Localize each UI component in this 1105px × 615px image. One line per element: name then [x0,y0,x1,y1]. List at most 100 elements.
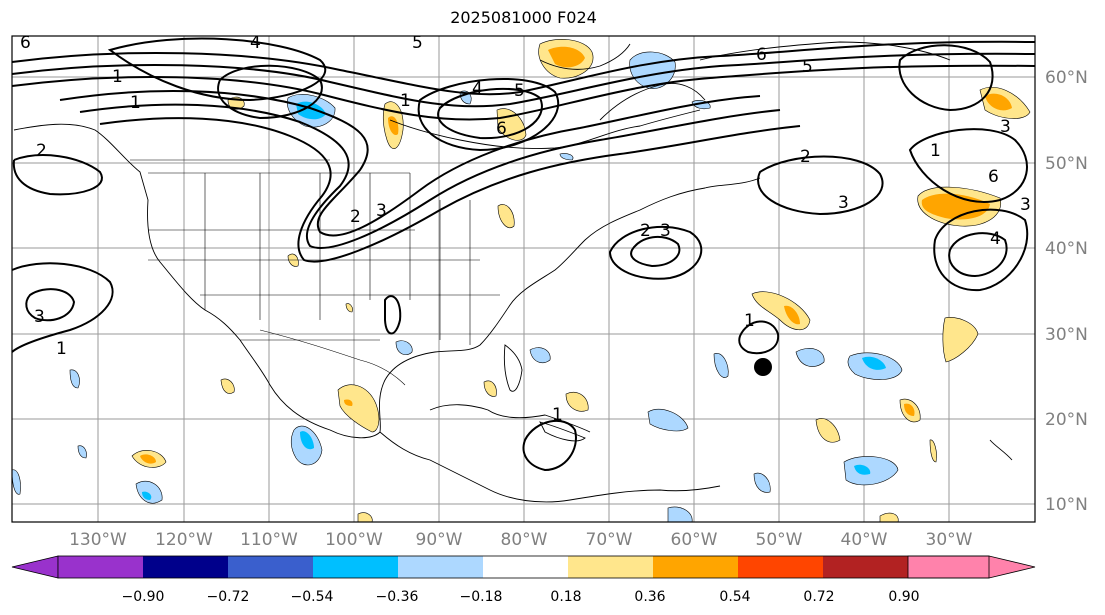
patch-cyan [300,431,314,450]
lat-label: 60°N [1045,68,1088,88]
lat-label: 10°N [1045,495,1088,515]
colorbar-segment [653,556,738,578]
patch-yellow [220,378,235,394]
colorbar-segment [823,556,908,578]
contour-label: 3 [1000,117,1011,137]
contour-label: 2 [36,141,47,161]
patch-orange [921,193,990,220]
contour-label: 3 [34,307,45,327]
height-contours [11,37,1036,472]
patch-lightblue [11,469,21,495]
contour-label: 1 [930,141,941,161]
map-panel [11,35,1036,523]
patch-orange [140,454,156,464]
colorbar-extend-high [907,555,1036,579]
lon-label: 110°W [240,530,298,550]
colorbar-tick-labels: −0.90 −0.72 −0.54 −0.36 −0.18 0.18 0.36 … [122,589,920,605]
patch-lightblue [395,340,413,355]
patch-orange [985,93,1012,111]
contour-label: 6 [20,33,31,53]
contour-label: 5 [412,33,423,53]
contour-label: 1 [744,311,755,331]
patch-yellow [942,317,979,363]
contour-label: 3 [1020,195,1031,215]
contour-label: 5 [802,57,813,77]
patch-lightblue [795,348,825,367]
colorbar-segment [58,556,143,578]
lon-label: 120°W [155,530,213,550]
patch-cyan [854,464,871,475]
patch-lightblue [559,153,574,161]
patch-lightblue [135,480,163,504]
patch-lightblue [69,369,80,389]
contour-label: 3 [838,193,849,213]
colorbar-tick-label: −0.72 [207,589,250,605]
lon-label: 50°W [756,530,803,550]
patch-cyan [142,491,152,500]
contour-label: 6 [756,45,767,65]
patch-yellow [345,303,353,313]
contour-label: 3 [660,221,671,241]
patch-lightblue [843,456,899,486]
colorbar-tick-label: 0.18 [550,589,581,605]
contour-label: 1 [552,405,563,425]
contour-label: 6 [496,119,507,139]
patch-yellow [879,512,899,523]
patch-lightblue [77,445,87,459]
colorbar-segment [738,556,823,578]
colorbar-segment [228,556,313,578]
colorbar [11,555,1036,579]
patch-orange [904,403,915,416]
contour-label: 4 [250,33,261,53]
patch-yellow [483,380,497,397]
contour-label: 1 [112,67,123,87]
lon-label: 100°W [325,530,383,550]
contour-label: 1 [130,93,141,113]
patch-lightblue [753,472,771,493]
contour-label: 4 [990,229,1001,249]
colorbar-segment [313,556,398,578]
lon-label: 70°W [586,530,633,550]
colorbar-extend-low [11,555,59,579]
patch-orange [784,305,800,325]
contour-label: 4 [472,79,483,99]
patch-orange [548,46,585,68]
lat-label: 20°N [1045,410,1088,430]
patch-lightblue [529,347,551,363]
colorbar-tick-label: 0.36 [634,589,665,605]
lon-label: 40°W [841,530,888,550]
colorbar-tick-label: −0.36 [376,589,419,605]
contour-label: 6 [988,167,999,187]
colorbar-tick-label: −0.90 [122,589,165,605]
lon-label: 90°W [416,530,463,550]
colorbar-segment [143,556,228,578]
patch-lightblue [647,408,689,432]
map-frame [11,35,1036,523]
lat-label: 40°N [1045,239,1088,259]
lon-label: 30°W [926,530,973,550]
contour-label: 3 [376,201,387,221]
lat-label: 30°N [1045,325,1088,345]
map-title: 2025081000 F024 [450,8,597,27]
patch-yellow [497,204,515,228]
lon-label: 60°W [671,530,718,550]
patch-orange [388,116,399,136]
colorbar-segment [568,556,653,578]
patch-cyan [862,356,886,370]
colorbar-tick-label: 0.90 [888,589,919,605]
contour-label: 1 [400,91,411,111]
patch-orange [344,399,353,406]
contour-label: 2 [350,207,361,227]
colorbar-tick-label: 0.72 [803,589,834,605]
colorbar-outline [57,555,990,579]
colorbar-segment [398,556,483,578]
storm-center-marker [754,358,772,376]
colorbar-tick-label: −0.18 [460,589,503,605]
contour-label: 2 [640,221,651,241]
colorbar-segment [483,556,568,578]
coastlines [13,41,1013,503]
contour-label: 1 [56,339,67,359]
latitude-labels: 60°N 50°N 40°N 30°N 20°N 10°N [1045,68,1088,515]
